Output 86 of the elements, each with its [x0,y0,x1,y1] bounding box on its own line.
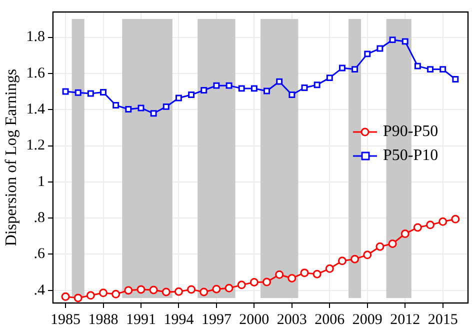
point [125,106,132,112]
x-tick-label: 2000 [239,312,270,328]
x-tick-label: 2012 [390,312,420,328]
y-tick-label: 1.6 [26,65,46,82]
point [149,286,158,294]
point [237,280,246,290]
y-tick-label: 1.2 [26,138,45,154]
x-tick-label: 1988 [88,312,118,328]
point [226,82,232,89]
point [99,288,108,298]
point [326,74,333,82]
y-tick-label: 1.4 [26,102,46,118]
point [86,291,95,300]
point [188,92,195,98]
point [314,82,320,88]
point [124,286,133,295]
point [414,62,421,70]
point [427,66,434,73]
point [138,104,144,112]
point [136,285,146,294]
point [187,285,196,294]
legend-label: P90-P50 [383,123,438,140]
point [250,85,258,92]
point [440,66,446,73]
point [352,66,358,73]
point [100,89,106,96]
y-tick-label: .4 [34,282,46,298]
y-tick-label: 1 [37,174,45,190]
x-tick-label: 2003 [276,312,307,328]
x-tick-label: 1997 [201,312,232,328]
point [288,92,296,98]
point [174,287,183,296]
point [389,36,396,44]
x-tick-label: 2015 [428,312,458,328]
point [213,82,220,89]
point [112,102,120,108]
legend-label: P50-P10 [383,147,438,164]
point [224,284,234,292]
point [276,78,283,85]
y-axis-title: Dispersion of Log Earnings [2,68,20,246]
point [275,270,284,279]
point [238,85,245,92]
point [452,76,459,82]
point [200,288,208,296]
point [338,256,346,266]
point [350,254,360,264]
point [364,50,371,58]
point [74,89,82,96]
point [376,242,384,251]
point [87,90,94,97]
point [176,94,182,102]
point [200,87,208,94]
point [339,64,346,72]
point [112,290,120,298]
y-tick-label: .6 [34,246,46,262]
point [288,274,296,282]
x-tick-label: 1985 [50,312,81,328]
point [312,270,322,278]
point [300,268,309,278]
x-tick-label: 2009 [352,312,382,328]
point [264,88,270,94]
point [262,278,272,286]
point [376,45,384,52]
x-tick-label: 1994 [164,312,194,328]
point [301,84,308,91]
point [413,223,422,232]
point [61,292,70,301]
x-tick-label: 2006 [314,312,346,328]
y-tick-label: .8 [34,210,45,226]
point [162,288,170,296]
point [400,230,410,238]
point [212,284,221,294]
point [62,88,69,95]
point [150,110,157,117]
point [325,264,334,273]
point [438,217,448,226]
point [426,220,435,230]
point [402,38,408,45]
point [451,214,460,224]
point [74,294,82,302]
point [250,278,258,286]
point [162,103,170,110]
y-tick-label: 1.8 [26,29,45,46]
x-tick-label: 1991 [126,312,156,328]
point [388,239,397,248]
point [363,250,372,260]
